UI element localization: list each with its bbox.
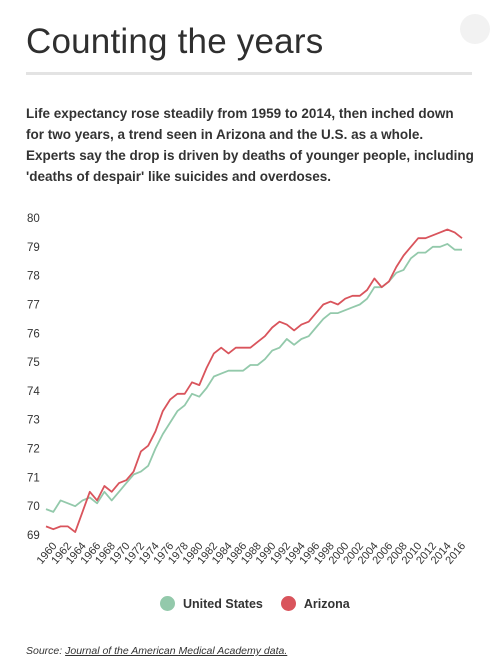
source-link[interactable]: Journal of the American Medical Academy …	[65, 645, 288, 657]
x-axis-ticks: 1960196219641966196819701972197419761978…	[35, 540, 469, 566]
y-tick-label: 70	[27, 501, 40, 513]
y-tick-label: 75	[27, 357, 40, 369]
legend-label-united-states: United States	[183, 596, 263, 611]
legend-swatch-united-states	[160, 596, 175, 611]
y-tick-label: 77	[27, 299, 40, 311]
chart-legend: United States Arizona	[160, 596, 368, 611]
title-divider	[26, 72, 472, 75]
y-tick-label: 76	[27, 328, 40, 340]
series-line-united-states	[45, 243, 462, 513]
legend-label-arizona: Arizona	[303, 596, 350, 611]
y-tick-label: 78	[27, 271, 40, 283]
y-tick-label: 80	[27, 213, 40, 225]
y-tick-label: 73	[27, 415, 40, 427]
corner-circle	[460, 14, 490, 44]
chart-description: Life expectancy rose steadily from 1959 …	[26, 106, 474, 184]
chart-title: Counting the years	[26, 22, 324, 61]
y-tick-label: 71	[27, 472, 40, 484]
source-prefix: Source:	[26, 645, 66, 657]
y-tick-label: 72	[27, 444, 40, 456]
y-tick-label: 74	[27, 386, 40, 398]
y-tick-label: 79	[27, 242, 40, 254]
series-line-arizona	[45, 228, 463, 534]
series-lines	[45, 228, 463, 534]
line-chart: 69 70 71 72 73 74 75 76 77 78 79 80 196019621964196…	[27, 213, 469, 567]
legend-item-arizona: Arizona	[280, 596, 350, 611]
legend-item-united-states: United States	[160, 596, 263, 611]
y-tick-label: 69	[27, 530, 40, 542]
legend-swatch-arizona	[280, 596, 296, 611]
source-note: Source: Journal of the American Medical …	[26, 645, 287, 657]
y-axis-ticks: 69 70 71 72 73 74 75 76 77 78 79 80	[27, 213, 40, 542]
